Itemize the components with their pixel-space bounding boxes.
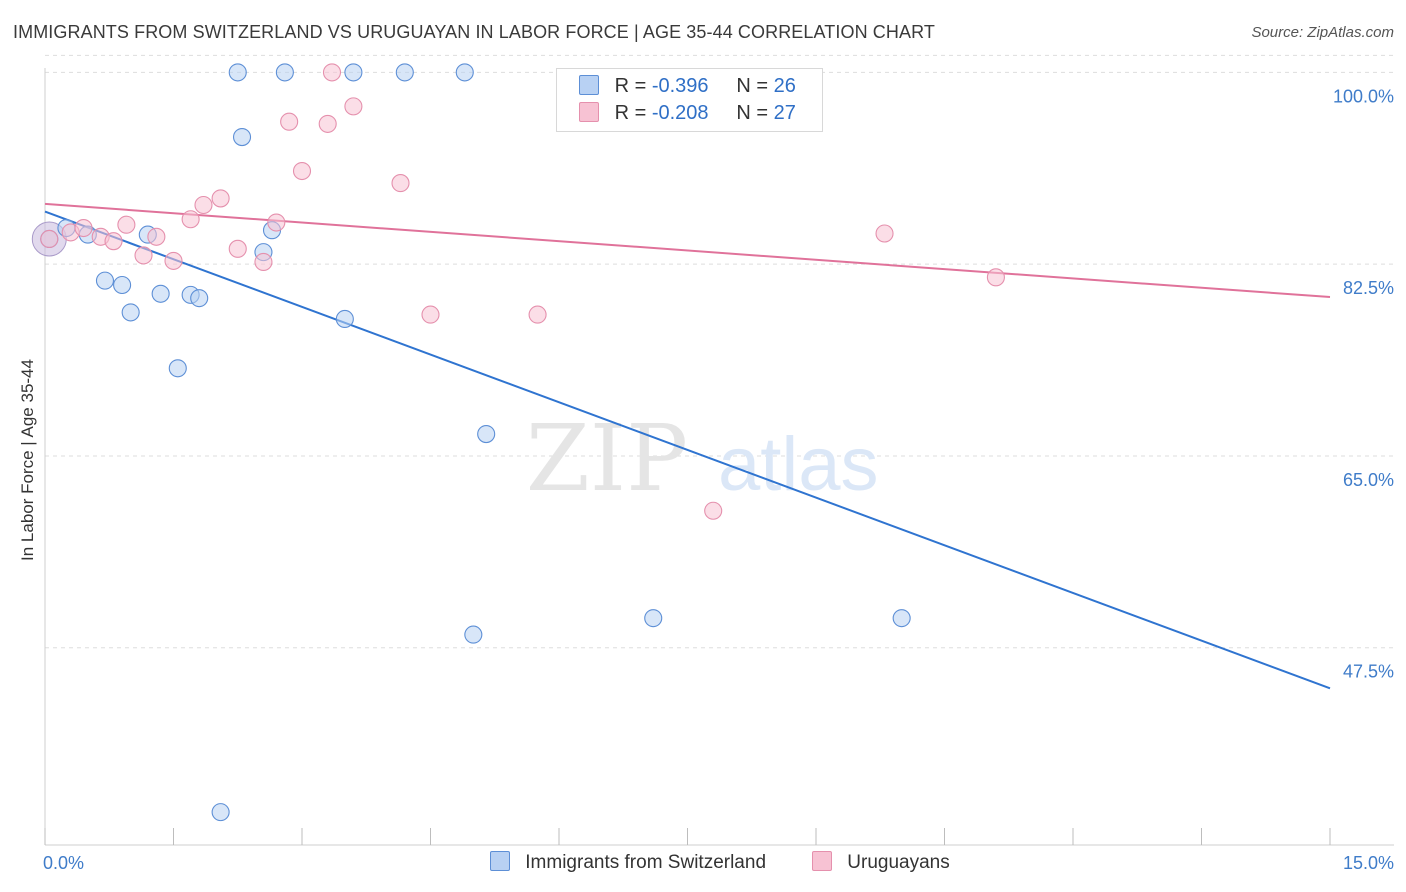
point-uruguayans	[292, 161, 312, 181]
pink-r-value: -0.208	[651, 102, 709, 124]
point-switzerland	[168, 359, 187, 378]
point-switzerland	[455, 63, 474, 82]
chart-title: IMMIGRANTS FROM SWITZERLAND VS URUGUAYAN…	[13, 22, 935, 42]
trend-lines	[44, 202, 1331, 690]
pink-r-label: R =	[614, 102, 647, 124]
watermark-zip: ZIP	[526, 405, 688, 512]
point-switzerland	[335, 309, 354, 329]
point-switzerland	[190, 289, 209, 308]
blue-swatch	[579, 75, 599, 95]
tick-labels: 47.5% 65.0% 82.5% 100.0% 0.0% 15.0%	[43, 86, 1394, 873]
point-switzerland	[644, 609, 663, 628]
stats-row-blue: R = -0.396 N = 26	[579, 75, 796, 99]
x-tick-label: 0.0%	[43, 853, 84, 873]
point-switzerland	[121, 303, 140, 322]
point-switzerland	[228, 63, 247, 82]
point-uruguayans	[117, 215, 136, 234]
legend-item-uruguayans: Uruguayans	[812, 851, 950, 874]
point-uruguayans	[267, 213, 286, 232]
x-tick-label: 15.0%	[1343, 853, 1394, 873]
point-switzerland	[95, 271, 115, 290]
point-uruguayans	[228, 239, 247, 258]
point-uruguayans	[322, 63, 342, 82]
legend-label-switzerland: Immigrants from Switzerland	[525, 852, 767, 873]
legend-swatch-pink	[812, 851, 832, 871]
stats-row-pink: R = -0.208 N = 27	[579, 102, 796, 126]
point-uruguayans	[134, 246, 153, 265]
point-uruguayans	[181, 210, 200, 229]
pink-n-value: 27	[773, 102, 796, 124]
legend-swatch-blue	[490, 851, 510, 871]
point-switzerland	[211, 803, 230, 822]
point-uruguayans	[164, 251, 183, 270]
point-switzerland	[232, 128, 252, 147]
point-switzerland	[395, 63, 414, 82]
point-switzerland	[477, 424, 496, 444]
y-tick-label: 82.5%	[1343, 278, 1394, 298]
pink-swatch	[579, 102, 599, 122]
trend-line-switzerland	[44, 210, 1331, 690]
point-switzerland	[151, 284, 170, 303]
point-switzerland	[275, 63, 294, 82]
watermark: ZIP atlas	[526, 405, 879, 512]
legend-label-uruguayans: Uruguayans	[847, 852, 950, 873]
point-uruguayans	[986, 268, 1005, 287]
point-uruguayans	[704, 501, 723, 520]
y-tick-label: 100.0%	[1333, 86, 1394, 106]
point-uruguayans	[40, 229, 59, 249]
point-uruguayans	[74, 218, 93, 238]
point-switzerland	[892, 609, 911, 628]
point-uruguayans	[147, 227, 166, 246]
blue-n-value: 26	[773, 75, 796, 97]
point-uruguayans	[211, 189, 230, 208]
stats-legend: R = -0.396 N = 26 R = -0.208 N = 27	[556, 68, 823, 132]
legend-item-switzerland: Immigrants from Switzerland	[490, 851, 766, 874]
blue-n-label: N =	[736, 75, 769, 97]
y-tick-label: 65.0%	[1343, 470, 1394, 490]
point-uruguayans	[391, 174, 410, 193]
point-uruguayans	[104, 232, 123, 251]
blue-r-value: -0.396	[651, 75, 709, 97]
point-uruguayans	[254, 252, 273, 272]
axes	[44, 68, 1394, 846]
pink-n-label: N =	[736, 102, 769, 124]
point-uruguayans	[421, 305, 440, 324]
data-points	[31, 63, 1005, 822]
y-tick-label: 47.5%	[1343, 662, 1394, 682]
blue-r-label: R =	[614, 75, 647, 97]
point-uruguayans	[875, 224, 894, 243]
point-uruguayans	[318, 114, 337, 133]
point-uruguayans	[344, 97, 363, 116]
point-uruguayans	[194, 195, 213, 215]
point-switzerland	[344, 63, 363, 82]
point-uruguayans	[280, 112, 299, 131]
point-switzerland	[113, 275, 132, 295]
trend-line-uruguayans	[44, 202, 1331, 299]
point-switzerland	[464, 625, 483, 644]
source-label: Source: ZipAtlas.com	[1251, 24, 1394, 41]
point-uruguayans	[528, 305, 547, 324]
watermark-atlas: atlas	[718, 422, 879, 507]
